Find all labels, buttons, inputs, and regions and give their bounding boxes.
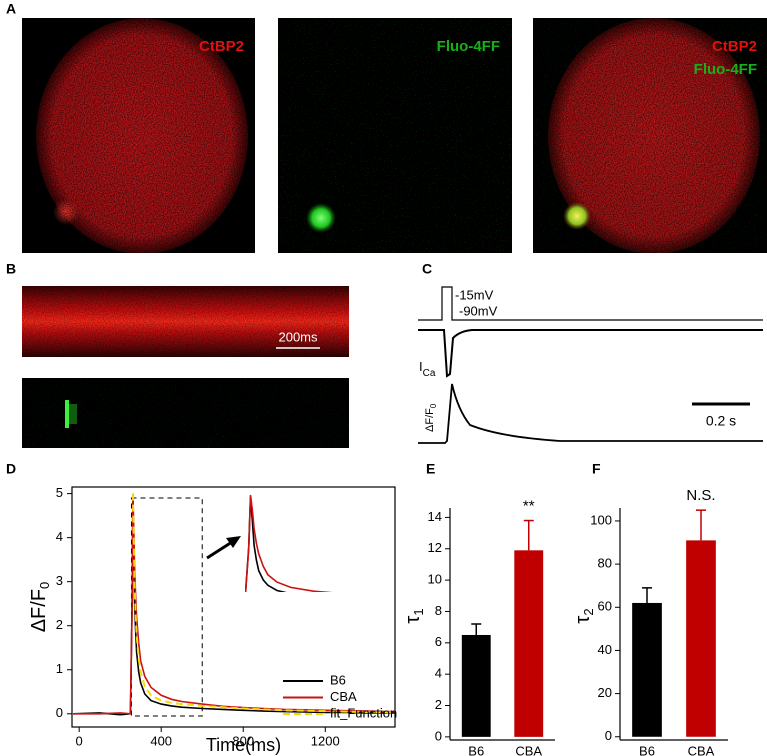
label-main: ΔF/F xyxy=(28,589,50,632)
inset xyxy=(245,494,333,592)
label-main: τ xyxy=(572,616,594,624)
x-tick-label: 1200 xyxy=(311,733,340,748)
label-main: I xyxy=(419,359,423,374)
y-tick-label: 3 xyxy=(56,573,63,588)
axis-title: Time(ms) xyxy=(206,735,281,755)
panel-label: C xyxy=(422,261,432,277)
y-tick-label: 10 xyxy=(428,572,442,587)
y-tick-label: 0 xyxy=(435,728,442,743)
label-sub: 1 xyxy=(411,608,426,615)
y-tick-label: 14 xyxy=(428,509,442,524)
panel-label: B xyxy=(6,261,16,277)
bar xyxy=(461,634,491,737)
micrograph xyxy=(533,18,767,253)
y-tick-label: 40 xyxy=(598,642,612,657)
label-sub: 2 xyxy=(581,608,596,615)
y-tick-label: 2 xyxy=(56,617,63,632)
panel-label: A xyxy=(6,1,16,17)
line-scan xyxy=(22,378,349,448)
current-label: ICa xyxy=(419,359,436,378)
y-tick-label: 12 xyxy=(428,540,442,555)
voltage-label: -15mV xyxy=(455,287,494,302)
data-line xyxy=(72,497,395,716)
y-tick-label: 5 xyxy=(56,485,63,500)
y-tick-label: 8 xyxy=(435,603,442,618)
y-tick-label: 100 xyxy=(590,512,612,527)
panel-label: F xyxy=(592,461,601,477)
y-tick-label: 60 xyxy=(598,599,612,614)
bar xyxy=(514,550,544,737)
label-sub: 0 xyxy=(429,403,438,408)
label-sub: Ca xyxy=(423,368,436,379)
y-tick-label: 0 xyxy=(56,705,63,720)
x-tick-label: B6 xyxy=(468,743,484,756)
x-tick-label: CBA xyxy=(688,743,715,756)
image-label: Fluo-4FF xyxy=(437,38,500,55)
micrograph xyxy=(278,18,512,253)
x-tick-label: CBA xyxy=(515,743,542,756)
legend-label: B6 xyxy=(330,672,346,687)
scale-bar-label: 200ms xyxy=(278,329,318,344)
voltage-label: -90mV xyxy=(459,303,498,318)
panel-label: E xyxy=(426,461,435,477)
annotation: ** xyxy=(523,498,535,515)
scale-bar-label: 0.2 s xyxy=(706,413,736,429)
y-tick-label: 80 xyxy=(598,556,612,571)
panel-label: D xyxy=(6,461,16,477)
zoom-box xyxy=(130,497,203,717)
y-tick-label: 2 xyxy=(435,697,442,712)
image-label: CtBP2 xyxy=(712,38,757,55)
bar xyxy=(686,540,716,737)
arrow xyxy=(206,536,241,560)
fluorescence-label: ΔF/F0 xyxy=(424,403,438,432)
plot-frame xyxy=(71,486,396,728)
image-label: Fluo-4FF xyxy=(694,61,757,78)
label-sub: 0 xyxy=(37,582,52,589)
y-tick-label: 4 xyxy=(435,666,442,681)
legend-label: CBA xyxy=(330,689,357,704)
label-main: ΔF/F xyxy=(424,408,436,432)
inset-line xyxy=(245,494,333,592)
data-line xyxy=(131,493,396,714)
micrograph xyxy=(22,18,255,253)
x-tick-label: 0 xyxy=(76,733,83,748)
x-tick-label: B6 xyxy=(639,743,655,756)
y-tick-label: 20 xyxy=(598,685,612,700)
bar xyxy=(632,602,662,737)
data-line xyxy=(73,493,395,715)
legend-label: fit_Function xyxy=(330,705,397,720)
y-tick-label: 1 xyxy=(56,661,63,676)
axis-title: τ1 xyxy=(402,608,426,623)
x-tick-label: 400 xyxy=(150,733,172,748)
y-tick-label: 4 xyxy=(56,529,63,544)
y-tick-label: 0 xyxy=(605,728,612,743)
inset-line xyxy=(245,497,287,592)
trace xyxy=(418,286,763,444)
annotation: N.S. xyxy=(686,487,715,504)
line-scan xyxy=(22,286,349,357)
image-label: CtBP2 xyxy=(199,38,244,55)
y-tick-label: 6 xyxy=(435,634,442,649)
x-tick-label: 800 xyxy=(232,733,254,748)
axis-title: τ2 xyxy=(572,608,596,623)
axis-title: ΔF/F0 xyxy=(28,582,52,633)
label-main: τ xyxy=(402,616,424,624)
